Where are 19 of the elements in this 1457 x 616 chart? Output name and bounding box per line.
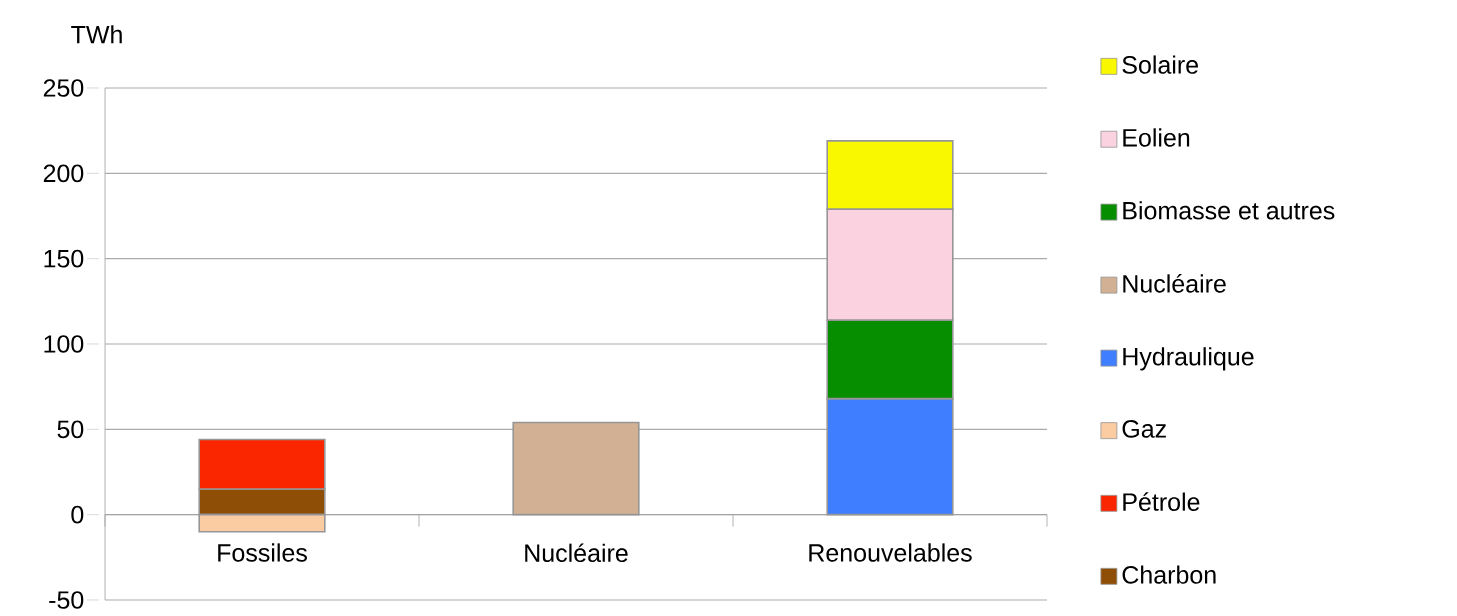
y-tick-label: 250 xyxy=(43,79,84,97)
legend-label: Solaire xyxy=(1122,55,1198,74)
y-tick-label: -50 xyxy=(49,591,84,609)
y-axis-title: TWh xyxy=(71,25,122,44)
y-tick-label: 100 xyxy=(44,335,84,353)
legend-label: Eolien xyxy=(1123,128,1190,147)
x-tick-label: Renouvelables xyxy=(809,543,972,562)
x-tick-label: Nucléaire xyxy=(525,543,628,563)
legend-label: Charbon xyxy=(1122,565,1216,584)
legend-label: Nucléaire xyxy=(1123,274,1226,293)
y-tick-label: 0 xyxy=(71,505,84,524)
y-tick-label: 150 xyxy=(44,249,84,268)
legend-label: Gaz xyxy=(1122,420,1166,438)
legend-label: Biomasse et autres xyxy=(1123,201,1335,220)
legend-label: Pétrole xyxy=(1123,492,1200,511)
legend-label: Hydraulique xyxy=(1123,347,1254,371)
y-tick-label: 50 xyxy=(57,420,84,439)
y-tick-label: 200 xyxy=(43,164,84,183)
x-tick-label: Fossiles xyxy=(218,543,307,562)
